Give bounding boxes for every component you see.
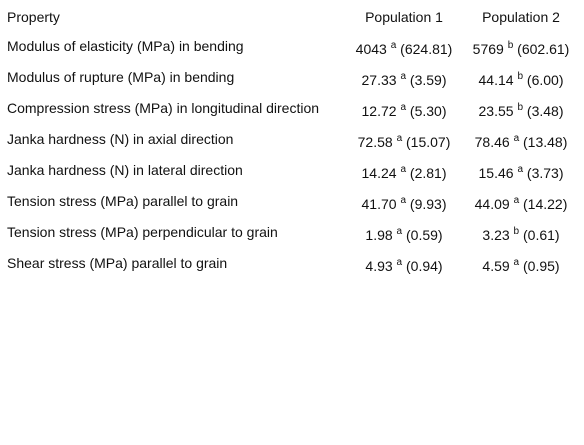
value-cell: 44.14 b (6.00) <box>462 71 580 89</box>
std-dev: (9.93) <box>409 196 447 212</box>
value-cell: 23.55 b (3.48) <box>462 102 580 120</box>
std-dev: (14.22) <box>523 196 568 212</box>
mean: 14.24 <box>361 165 397 181</box>
group-letter: a <box>400 102 407 113</box>
group-letter: a <box>400 71 407 82</box>
value-cell: 14.24 a (2.81) <box>344 164 464 182</box>
std-dev: (6.00) <box>526 72 564 88</box>
std-dev: (15.07) <box>406 134 451 150</box>
std-dev: (5.30) <box>409 103 447 119</box>
mean: 5769 <box>472 41 504 57</box>
value-cell: 78.46 a (13.48) <box>462 133 580 151</box>
mean: 3.23 <box>482 227 510 243</box>
std-dev: (0.95) <box>523 258 560 274</box>
property-cell: Modulus of elasticity (MPa) in bending <box>7 38 244 54</box>
std-dev: (0.61) <box>523 227 560 243</box>
value-cell: 72.58 a (15.07) <box>344 133 464 151</box>
value-cell: 4.93 a (0.94) <box>344 257 464 275</box>
property-cell: Janka hardness (N) in axial direction <box>7 131 234 147</box>
mean: 78.46 <box>474 134 510 150</box>
group-letter: a <box>396 133 403 144</box>
mean: 27.33 <box>361 72 397 88</box>
mean: 1.98 <box>365 227 393 243</box>
group-letter: b <box>517 102 524 113</box>
group-letter: a <box>400 164 407 175</box>
property-cell: Compression stress (MPa) in longitudinal… <box>7 100 320 116</box>
std-dev: (13.48) <box>523 134 568 150</box>
mean: 15.46 <box>478 165 514 181</box>
mean: 44.14 <box>478 72 514 88</box>
std-dev: (0.59) <box>406 227 443 243</box>
property-cell: Janka hardness (N) in lateral direction <box>7 162 243 178</box>
group-letter: a <box>513 257 520 268</box>
group-letter: a <box>396 257 403 268</box>
std-dev: (2.81) <box>409 165 447 181</box>
value-cell: 4043 a (624.81) <box>344 40 464 58</box>
mean: 4.93 <box>365 258 393 274</box>
group-letter: a <box>513 133 520 144</box>
std-dev: (3.48) <box>526 103 564 119</box>
value-cell: 27.33 a (3.59) <box>344 71 464 89</box>
value-cell: 41.70 a (9.93) <box>344 195 464 213</box>
mean: 4.59 <box>482 258 510 274</box>
value-cell: 4.59 a (0.95) <box>462 257 580 275</box>
group-letter: b <box>507 40 514 51</box>
std-dev: (602.61) <box>517 41 570 57</box>
group-letter: a <box>390 40 397 51</box>
std-dev: (3.73) <box>526 165 564 181</box>
std-dev: (0.94) <box>406 258 443 274</box>
mean: 23.55 <box>478 103 514 119</box>
property-cell: Tension stress (MPa) parallel to grain <box>7 193 239 209</box>
std-dev: (3.59) <box>409 72 447 88</box>
mean: 41.70 <box>361 196 397 212</box>
value-cell: 1.98 a (0.59) <box>344 226 464 244</box>
property-cell: Shear stress (MPa) parallel to grain <box>7 255 228 271</box>
mean: 4043 <box>355 41 387 57</box>
value-cell: 12.72 a (5.30) <box>344 102 464 120</box>
std-dev: (624.81) <box>400 41 453 57</box>
property-cell: Modulus of rupture (MPa) in bending <box>7 69 235 85</box>
value-cell: 15.46 a (3.73) <box>462 164 580 182</box>
value-cell: 3.23 b (0.61) <box>462 226 580 244</box>
group-letter: a <box>513 195 520 206</box>
group-letter: a <box>517 164 524 175</box>
value-cell: 44.09 a (14.22) <box>462 195 580 213</box>
group-letter: b <box>517 71 524 82</box>
header-cell: Population 1 <box>365 9 443 25</box>
mean: 44.09 <box>474 196 510 212</box>
group-letter: a <box>396 226 403 237</box>
mean: 72.58 <box>357 134 393 150</box>
group-letter: a <box>400 195 407 206</box>
header-cell: Property <box>7 9 60 25</box>
mean: 12.72 <box>361 103 397 119</box>
property-cell: Tension stress (MPa) perpendicular to gr… <box>7 224 278 240</box>
header-cell: Population 2 <box>482 9 560 25</box>
value-cell: 5769 b (602.61) <box>462 40 580 58</box>
group-letter: b <box>513 226 520 237</box>
